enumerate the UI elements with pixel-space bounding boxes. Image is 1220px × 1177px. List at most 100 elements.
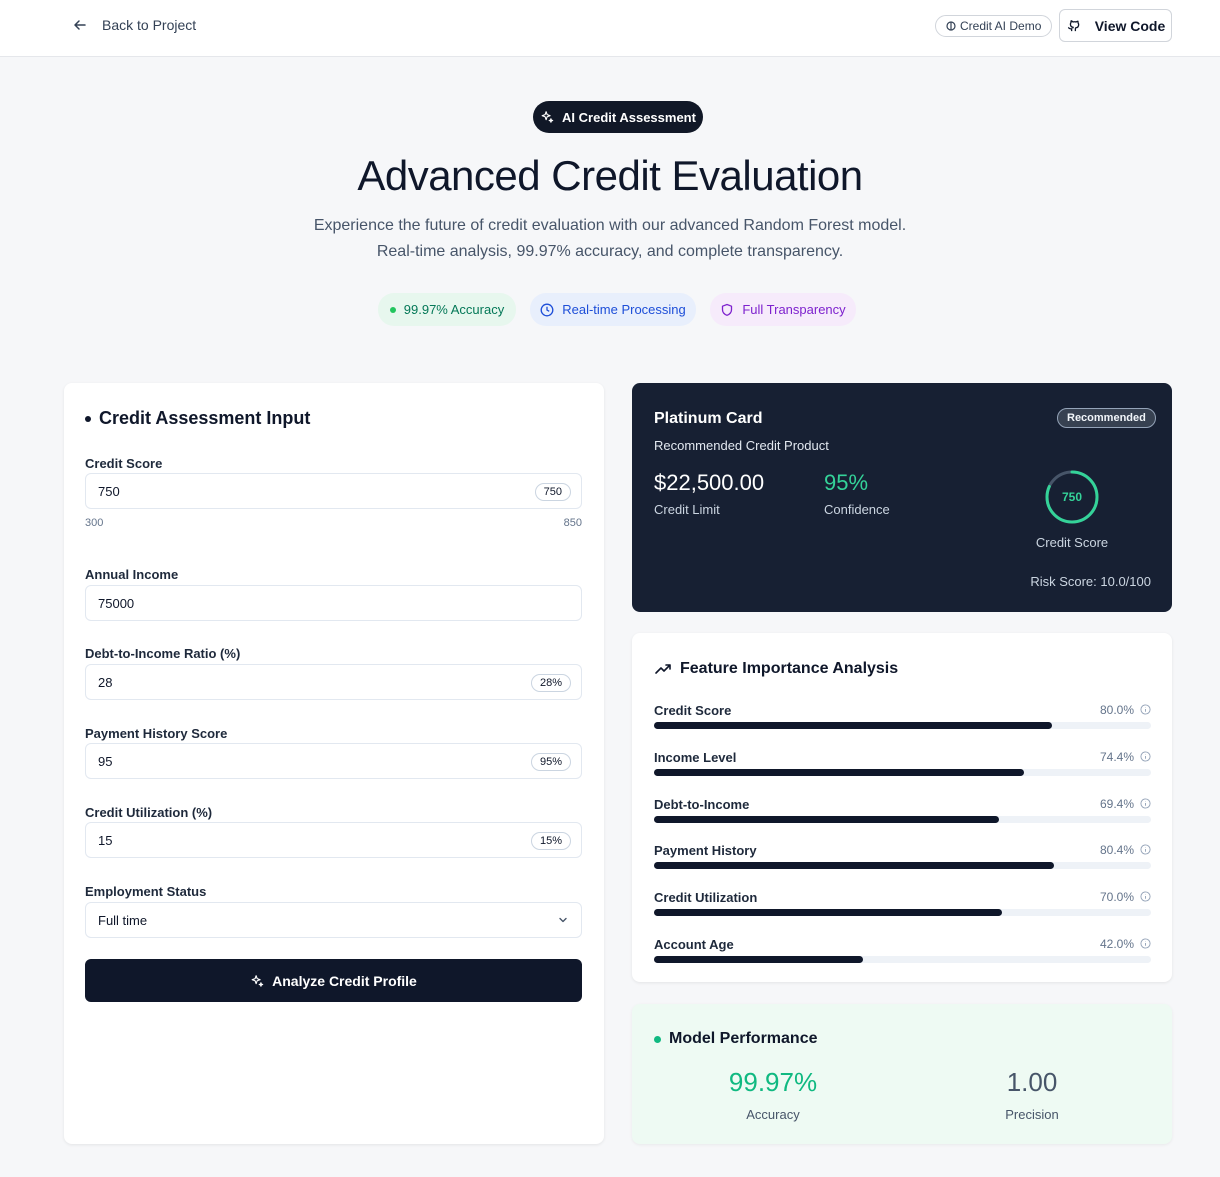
info-icon[interactable] [1140, 891, 1151, 902]
input-card-title: Credit Assessment Input [85, 408, 310, 429]
annual-income-input[interactable]: 75000 [85, 585, 582, 621]
feature-name: Income Level [654, 749, 737, 765]
confidence-value: 95% [824, 470, 869, 495]
feature-bar-track [654, 862, 1151, 870]
feature-percent: 69.4% [1099, 796, 1134, 811]
credit-score-max: 850 [563, 517, 582, 529]
feature-bar-fill [654, 722, 1052, 729]
view-code-button[interactable]: View Code [1059, 9, 1172, 42]
feature-bar-fill [654, 862, 1054, 870]
info-icon[interactable] [1140, 844, 1151, 855]
transparency-chip-label: Full Transparency [742, 302, 846, 317]
recommended-badge: Recommended [1057, 408, 1156, 428]
credit-score-ring-label: Credit Score [1035, 535, 1109, 550]
feature-importance-title-text: Feature Importance Analysis [680, 660, 899, 677]
demo-icon [946, 21, 956, 31]
accuracy-chip-label: 99.97% Accuracy [403, 302, 505, 317]
analyze-credit-button[interactable]: Analyze Credit Profile [85, 959, 582, 1002]
analyze-button-label: Analyze Credit Profile [272, 972, 417, 989]
credit-score-value: 750 [98, 483, 120, 499]
utilization-label: Credit Utilization (%) [85, 805, 213, 820]
transparency-chip: Full Transparency [710, 293, 856, 326]
info-icon[interactable] [1140, 704, 1151, 715]
info-icon[interactable] [1140, 798, 1151, 809]
realtime-chip: Real-time Processing [530, 293, 696, 326]
demo-badge-label: Credit AI Demo [960, 19, 1042, 33]
realtime-chip-label: Real-time Processing [562, 302, 686, 317]
product-name: Platinum Card [654, 410, 763, 427]
feature-row: Account Age 42.0% [654, 937, 1151, 967]
feature-row: Income Level 74.4% [654, 750, 1151, 780]
product-subtitle: Recommended Credit Product [654, 438, 829, 453]
precision-label: Precision [1005, 1107, 1059, 1122]
hero-subtitle: Experience the future of credit evaluati… [260, 213, 960, 265]
dti-input[interactable]: 28 28% [85, 664, 582, 700]
feature-percent: 80.4% [1099, 843, 1134, 858]
accuracy-value: 99.97% [728, 1067, 818, 1097]
feature-importance-title: Feature Importance Analysis [654, 660, 898, 678]
view-code-label: View Code [1094, 17, 1166, 34]
bullet-icon [85, 415, 91, 422]
top-bar: Back to Project Credit AI Demo View Code [0, 0, 1220, 57]
feature-row: Credit Score 80.0% [654, 703, 1151, 733]
demo-badge: Credit AI Demo [935, 15, 1053, 37]
feature-bar-track [654, 768, 1151, 776]
model-performance-card: Model Performance 99.97% Accuracy 1.00 P… [632, 1004, 1172, 1144]
shield-icon [722, 303, 733, 316]
utilization-input[interactable]: 15 15% [85, 822, 582, 858]
model-performance-title-text: Model Performance [669, 1030, 818, 1047]
arrow-left-icon [74, 20, 86, 30]
feature-bar-track [654, 956, 1151, 963]
credit-score-input[interactable]: 750 750 [85, 473, 582, 509]
feature-bar-fill [654, 909, 1002, 917]
credit-score-label: Credit Score [85, 456, 163, 471]
accuracy-label: Accuracy [746, 1107, 800, 1122]
employment-value: Full time [98, 912, 148, 928]
utilization-tag: 15% [530, 832, 571, 850]
input-card-title-text: Credit Assessment Input [99, 408, 311, 428]
feature-row: Payment History 80.4% [654, 843, 1151, 873]
feature-chips: 99.97% Accuracy Real-time Processing Ful… [0, 293, 1220, 326]
payment-history-input[interactable]: 95 95% [85, 743, 582, 779]
feature-name: Payment History [654, 843, 757, 859]
feature-name: Account Age [654, 937, 734, 952]
feature-bar-fill [654, 815, 999, 823]
dti-value: 28 [98, 674, 113, 690]
feature-percent: 42.0% [1099, 937, 1134, 951]
feature-bar-track [654, 722, 1151, 729]
feature-name: Credit Utilization [654, 890, 758, 906]
status-dot-icon [654, 1035, 661, 1043]
sparkles-icon [541, 111, 554, 123]
feature-name: Debt-to-Income [654, 796, 750, 812]
credit-score-ring-value: 750 [1061, 490, 1083, 504]
payment-history-tag: 95% [530, 753, 571, 771]
risk-score: Risk Score: 10.0/100 [1030, 574, 1151, 589]
credit-limit-value: $22,500.00 [654, 470, 765, 495]
info-icon[interactable] [1140, 938, 1151, 949]
github-icon [1067, 20, 1080, 32]
utilization-value: 15 [98, 832, 113, 848]
info-icon[interactable] [1140, 751, 1151, 762]
accuracy-chip: 99.97% Accuracy [378, 293, 516, 326]
hero-subtitle-line-1: Experience the future of credit evaluati… [313, 217, 907, 234]
feature-importance-card: Feature Importance Analysis Credit Score… [632, 633, 1172, 982]
back-to-project-link[interactable]: Back to Project [72, 17, 196, 33]
feature-bar-fill [654, 768, 1024, 776]
payment-history-label: Payment History Score [85, 726, 228, 741]
feature-name: Credit Score [654, 703, 732, 718]
dti-label: Debt-to-Income Ratio (%) [85, 646, 241, 661]
trending-up-icon [655, 664, 671, 674]
feature-bar-fill [654, 956, 863, 963]
recommended-product-card: Platinum Card Recommended Recommended Cr… [632, 383, 1172, 612]
credit-input-card: Credit Assessment Input Credit Score 750… [64, 383, 604, 1144]
credit-score-min: 300 [85, 517, 104, 529]
hero-subtitle-line-2: Real-time analysis, 99.97% accuracy, and… [376, 243, 844, 260]
precision-value: 1.00 [1006, 1067, 1058, 1097]
sparkles-icon [251, 974, 264, 987]
employment-select[interactable]: Full time [85, 902, 582, 938]
credit-score-ring [1045, 470, 1099, 524]
feature-bar-track [654, 909, 1151, 917]
feature-bar-track [654, 815, 1151, 823]
payment-history-value: 95 [98, 753, 113, 769]
feature-row: Credit Utilization 70.0% [654, 890, 1151, 920]
